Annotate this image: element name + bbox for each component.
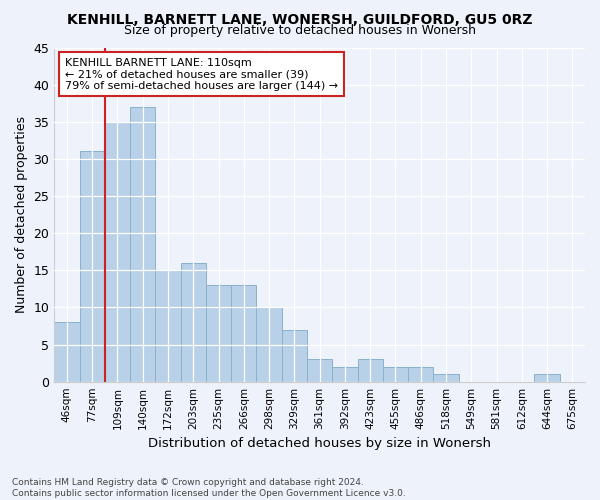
Bar	[535, 374, 560, 382]
Text: KENHILL, BARNETT LANE, WONERSH, GUILDFORD, GU5 0RZ: KENHILL, BARNETT LANE, WONERSH, GUILDFOR…	[67, 12, 533, 26]
Bar	[105, 122, 130, 382]
Bar	[433, 374, 458, 382]
Y-axis label: Number of detached properties: Number of detached properties	[15, 116, 28, 313]
Bar	[54, 322, 80, 382]
Text: Contains HM Land Registry data © Crown copyright and database right 2024.
Contai: Contains HM Land Registry data © Crown c…	[12, 478, 406, 498]
Bar	[408, 367, 433, 382]
Bar	[383, 367, 408, 382]
Bar	[256, 308, 282, 382]
Bar	[155, 270, 181, 382]
X-axis label: Distribution of detached houses by size in Wonersh: Distribution of detached houses by size …	[148, 437, 491, 450]
Bar	[358, 360, 383, 382]
Bar	[80, 152, 105, 382]
Bar	[332, 367, 358, 382]
Bar	[282, 330, 307, 382]
Text: Size of property relative to detached houses in Wonersh: Size of property relative to detached ho…	[124, 24, 476, 37]
Bar	[307, 360, 332, 382]
Bar	[206, 285, 231, 382]
Text: KENHILL BARNETT LANE: 110sqm
← 21% of detached houses are smaller (39)
79% of se: KENHILL BARNETT LANE: 110sqm ← 21% of de…	[65, 58, 338, 90]
Bar	[231, 285, 256, 382]
Bar	[130, 107, 155, 382]
Bar	[181, 263, 206, 382]
